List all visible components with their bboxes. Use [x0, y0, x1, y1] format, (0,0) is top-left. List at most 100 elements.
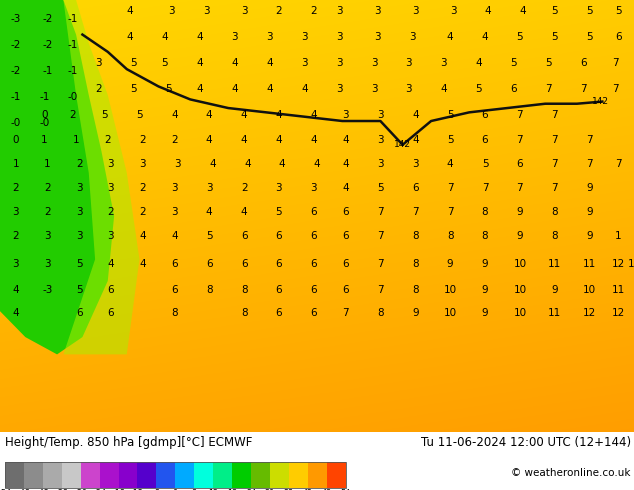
- Text: 3: 3: [371, 84, 377, 94]
- Text: 4: 4: [206, 207, 212, 217]
- Text: 4: 4: [266, 84, 273, 94]
- Text: -18: -18: [112, 489, 125, 490]
- Text: 8: 8: [482, 207, 488, 217]
- Text: 11: 11: [612, 285, 624, 294]
- Text: 2: 2: [139, 135, 146, 146]
- Text: 24: 24: [246, 489, 256, 490]
- Text: 6: 6: [171, 259, 178, 269]
- Text: 9: 9: [517, 207, 523, 217]
- Bar: [5, 462, 24, 488]
- Text: 3: 3: [406, 84, 412, 94]
- Text: © weatheronline.co.uk: © weatheronline.co.uk: [512, 468, 631, 478]
- Text: 5: 5: [447, 135, 453, 146]
- Text: 4: 4: [13, 308, 19, 318]
- Text: 4: 4: [276, 110, 282, 120]
- Text: 12: 12: [208, 489, 218, 490]
- Text: 7: 7: [377, 259, 384, 269]
- Text: 0: 0: [41, 110, 48, 120]
- Text: 4: 4: [276, 135, 282, 146]
- Text: 6: 6: [276, 259, 282, 269]
- Text: 4: 4: [520, 6, 526, 16]
- Text: -1: -1: [11, 92, 21, 102]
- Text: 5: 5: [206, 230, 212, 241]
- Text: 4: 4: [127, 32, 133, 42]
- Text: 3: 3: [13, 259, 19, 269]
- Text: 4: 4: [311, 110, 317, 120]
- Text: 8: 8: [552, 207, 558, 217]
- Text: 1: 1: [44, 159, 51, 169]
- Text: 3: 3: [377, 135, 384, 146]
- Text: 2: 2: [241, 183, 247, 193]
- Text: 3: 3: [450, 6, 456, 16]
- Text: 8: 8: [412, 285, 418, 294]
- Text: -0: -0: [11, 118, 21, 128]
- Text: 4: 4: [197, 84, 203, 94]
- Text: 6: 6: [276, 285, 282, 294]
- Text: 8: 8: [482, 230, 488, 241]
- Text: 4: 4: [13, 285, 19, 294]
- Text: -0: -0: [39, 118, 49, 128]
- Text: 3: 3: [108, 159, 114, 169]
- Bar: [232, 462, 251, 488]
- Text: 9: 9: [517, 230, 523, 241]
- Text: 4: 4: [139, 230, 146, 241]
- Text: 10: 10: [514, 259, 526, 269]
- Bar: [194, 462, 213, 488]
- Text: 3: 3: [374, 32, 380, 42]
- Text: 3: 3: [406, 58, 412, 68]
- Text: 2: 2: [171, 135, 178, 146]
- Text: -38: -38: [55, 489, 68, 490]
- Text: 3: 3: [336, 58, 342, 68]
- Text: 2: 2: [95, 84, 101, 94]
- Text: 7: 7: [342, 308, 349, 318]
- Text: 9: 9: [552, 285, 558, 294]
- Text: 2: 2: [105, 135, 111, 146]
- Text: -1: -1: [39, 92, 49, 102]
- Text: 5: 5: [615, 6, 621, 16]
- Text: 2: 2: [13, 183, 19, 193]
- Text: 6: 6: [311, 285, 317, 294]
- Text: -12: -12: [131, 489, 144, 490]
- Text: 6: 6: [342, 285, 349, 294]
- Text: 4: 4: [314, 159, 320, 169]
- Text: 4: 4: [231, 58, 238, 68]
- Text: 3: 3: [76, 183, 82, 193]
- Text: 3: 3: [95, 58, 101, 68]
- Text: 2: 2: [13, 230, 19, 241]
- Text: 9: 9: [586, 183, 593, 193]
- Text: 5: 5: [377, 183, 384, 193]
- Text: -2: -2: [42, 40, 53, 50]
- Text: -8: -8: [152, 489, 160, 490]
- Polygon shape: [63, 0, 139, 354]
- Text: 3: 3: [139, 159, 146, 169]
- Text: 4: 4: [342, 183, 349, 193]
- Text: -2: -2: [11, 66, 21, 76]
- Bar: [138, 462, 157, 488]
- Text: 3: 3: [266, 32, 273, 42]
- Text: 4: 4: [197, 32, 203, 42]
- Text: 6: 6: [342, 207, 349, 217]
- Bar: [175, 462, 194, 488]
- Text: 2: 2: [70, 110, 76, 120]
- Text: 8: 8: [171, 308, 178, 318]
- Text: -3: -3: [42, 285, 53, 294]
- Text: 7: 7: [447, 183, 453, 193]
- Text: 9: 9: [482, 285, 488, 294]
- Text: 3: 3: [374, 6, 380, 16]
- Text: 7: 7: [612, 58, 618, 68]
- Text: 6: 6: [276, 308, 282, 318]
- Text: 6: 6: [276, 230, 282, 241]
- Text: 4: 4: [171, 230, 178, 241]
- Text: 3: 3: [174, 159, 181, 169]
- Bar: [289, 462, 307, 488]
- Text: 3: 3: [44, 230, 51, 241]
- Text: 5: 5: [510, 58, 517, 68]
- Text: 3: 3: [377, 110, 384, 120]
- Text: 6: 6: [412, 183, 418, 193]
- Text: 6: 6: [517, 159, 523, 169]
- Text: -2: -2: [42, 14, 53, 24]
- Text: 2: 2: [108, 207, 114, 217]
- Text: 9: 9: [482, 259, 488, 269]
- Text: 7: 7: [447, 207, 453, 217]
- Text: 3: 3: [76, 207, 82, 217]
